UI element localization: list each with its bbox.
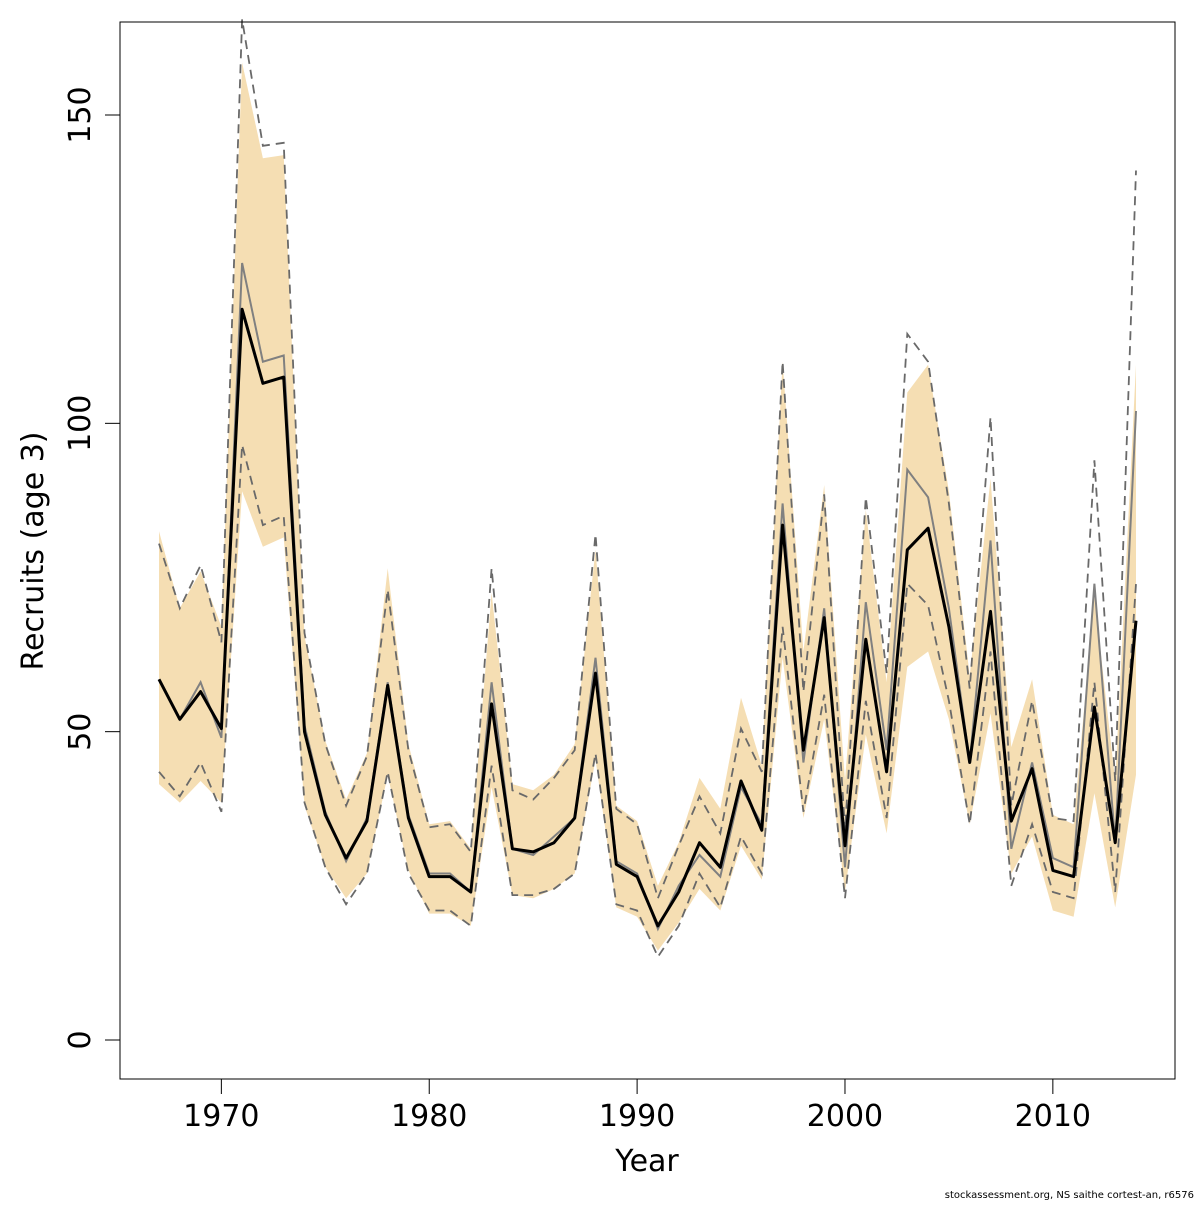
estimate-line xyxy=(157,307,1138,928)
comparison-upper-line xyxy=(158,19,1137,902)
x-tick-label: 1980 xyxy=(391,1099,467,1134)
y-tick-label: 50 xyxy=(63,713,98,751)
x-axis-label: Year xyxy=(614,1144,679,1179)
series-line-layer xyxy=(157,19,1138,959)
comparison-lower-line xyxy=(158,444,1137,959)
y-tick-label: 150 xyxy=(63,86,98,143)
y-tick-label: 0 xyxy=(63,1030,98,1049)
x-tick-label: 1990 xyxy=(599,1099,675,1134)
x-tick-label: 1970 xyxy=(183,1099,259,1134)
axis-layer: 1970 1980 1990 2000 2010 0 50 100 150 xyxy=(63,86,1091,1134)
x-tick-label: 2010 xyxy=(1015,1099,1091,1134)
credit-text: stockassessment.org, NS saithe cortest-a… xyxy=(945,1190,1194,1200)
x-tick-label: 2000 xyxy=(807,1099,883,1134)
y-tick-label: 100 xyxy=(63,395,98,452)
y-axis-label: Recruits (age 3) xyxy=(16,432,51,671)
